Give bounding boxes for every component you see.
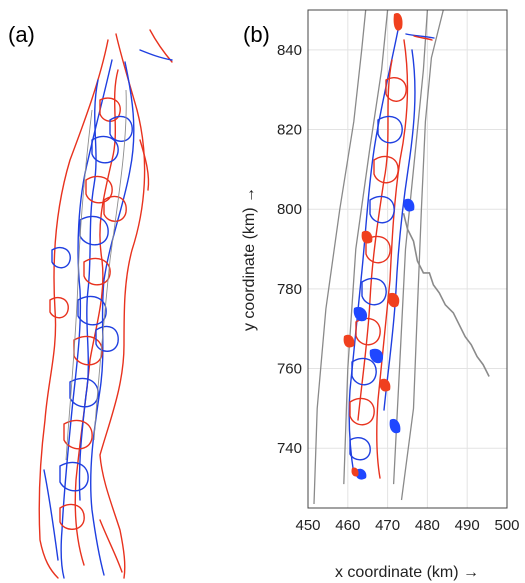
y-tick-label: 800 (277, 201, 302, 218)
x-tick-labels: 450 460 470 480 490 500 (295, 517, 519, 534)
channel-banks (313, 9, 490, 505)
y-tick-label: 820 (277, 122, 302, 139)
panel-label-b: (b) (243, 22, 270, 47)
left-bank-line (313, 9, 367, 505)
tributary-line (402, 213, 490, 377)
y-tick-label: 760 (277, 361, 302, 378)
x-tick-label: 500 (494, 517, 519, 534)
x-axis-label: x coordinate (km) → (335, 564, 479, 581)
inner-right-bank-line (392, 9, 429, 485)
panel-a: (a) (8, 22, 173, 579)
y-tick-label: 740 (277, 440, 302, 457)
y-tick-labels: 740 760 780 800 820 840 (277, 42, 302, 457)
y-tick-label: 780 (277, 281, 302, 298)
erosion-deposition-pattern (343, 12, 435, 480)
y-tick-label: 840 (277, 42, 302, 59)
right-bank-line (400, 9, 444, 501)
channel-network-a (38, 29, 173, 579)
x-tick-label: 460 (335, 517, 360, 534)
panel-label-a: (a) (8, 22, 35, 47)
x-tick-label: 480 (415, 517, 440, 534)
x-tick-label: 490 (455, 517, 480, 534)
x-tick-label: 470 (375, 517, 400, 534)
axes-frame (307, 9, 508, 509)
y-axis-label: y coordinate (km) → (241, 187, 258, 331)
panel-b: (b) (241, 9, 520, 581)
inner-left-bank-line (343, 9, 389, 485)
x-tick-label: 450 (295, 517, 320, 534)
